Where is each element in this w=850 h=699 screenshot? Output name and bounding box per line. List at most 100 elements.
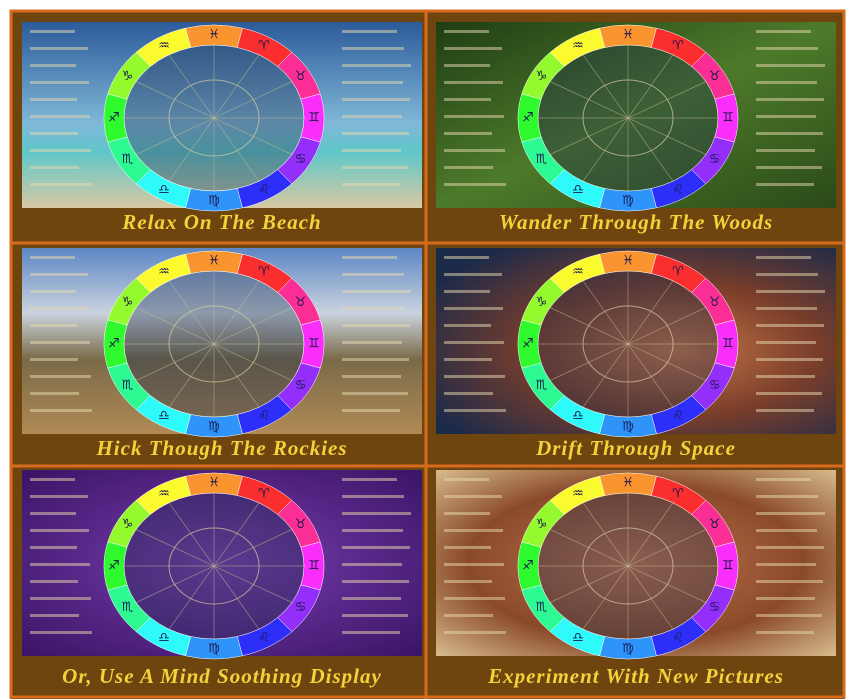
zodiac-glyph: ♑ [536, 295, 548, 310]
zodiac-glyph: ♊ [308, 111, 320, 126]
frame-border [9, 9, 846, 699]
info-line [30, 631, 92, 634]
zodiac-glyph: ♑ [122, 69, 134, 84]
info-line [30, 341, 90, 344]
zodiac-glyph: ♐ [108, 337, 120, 352]
zodiac-glyph: ♎ [158, 182, 170, 197]
panel: ♓ ♈ ♉ ♊ ♋ ♌ ♍ ♎ ♏ ♐ ♑ ♒ Hick Though The Rockies [22, 248, 422, 460]
info-line [756, 597, 815, 600]
zodiac-glyph: ♊ [722, 559, 734, 574]
info-line [756, 166, 822, 169]
info-line [30, 149, 91, 152]
wheel-spoke [582, 280, 674, 408]
zodiac-glyph: ♒ [158, 487, 170, 502]
info-line [30, 392, 79, 395]
info-line [444, 341, 504, 344]
info-line [756, 563, 816, 566]
zodiac-glyph: ♊ [722, 111, 734, 126]
info-line [756, 115, 816, 118]
zodiac-glyph: ♍ [208, 420, 220, 435]
wheel-spoke [582, 502, 674, 630]
zodiac-glyph: ♒ [158, 265, 170, 280]
info-line [444, 166, 493, 169]
info-line [342, 307, 403, 310]
zodiac-glyph: ♐ [522, 111, 534, 126]
info-line [30, 115, 90, 118]
info-line [444, 358, 492, 361]
zodiac-glyph: ♈ [258, 487, 270, 502]
info-line [756, 529, 817, 532]
zodiac-glyph: ♌ [258, 630, 270, 645]
panel: ♓ ♈ ♉ ♊ ♋ ♌ ♍ ♎ ♏ ♐ ♑ ♒ Experiment With New Pictures [436, 470, 836, 688]
zodiac-glyph: ♉ [295, 517, 307, 532]
info-line [342, 392, 408, 395]
zodiac-glyph: ♉ [709, 69, 721, 84]
panel-caption: Wander Through The Woods [499, 210, 773, 234]
info-line [444, 98, 491, 101]
info-line [756, 307, 817, 310]
info-line [444, 495, 502, 498]
zodiac-glyph: ♋ [295, 152, 307, 167]
info-line [444, 149, 505, 152]
info-line [342, 290, 411, 293]
zodiac-glyph: ♍ [208, 642, 220, 657]
info-line [444, 563, 504, 566]
panel: ♓ ♈ ♉ ♊ ♋ ♌ ♍ ♎ ♏ ♐ ♑ ♒ Or, Use A Mind Soothing Disp… [22, 470, 422, 688]
info-line [30, 358, 78, 361]
info-line [444, 580, 492, 583]
info-line [756, 341, 816, 344]
info-line [444, 290, 490, 293]
info-line [342, 256, 397, 259]
zodiac-glyph: ♉ [295, 69, 307, 84]
panel-caption: Or, Use A Mind Soothing Display [62, 664, 382, 688]
info-line [30, 495, 88, 498]
info-line [342, 30, 397, 33]
info-line [444, 392, 493, 395]
info-line [30, 98, 77, 101]
info-line [342, 166, 408, 169]
wheel-segment [135, 475, 192, 515]
zodiac-glyph: ♏ [122, 152, 134, 167]
zodiac-glyph: ♓ [208, 28, 220, 43]
info-line [30, 563, 90, 566]
info-line [30, 512, 76, 515]
zodiac-glyph: ♑ [536, 69, 548, 84]
zodiac-glyph: ♓ [622, 476, 634, 491]
wheel-segment [135, 27, 192, 67]
info-line [444, 81, 503, 84]
zodiac-glyph: ♓ [622, 254, 634, 269]
wheel-segment [549, 253, 606, 293]
info-line [756, 546, 824, 549]
info-line [342, 478, 397, 481]
zodiac-glyph: ♏ [536, 600, 548, 615]
panel: ♓ ♈ ♉ ♊ ♋ ♌ ♍ ♎ ♏ ♐ ♑ ♒ Relax On The Beach [22, 22, 422, 234]
panel: ♓ ♈ ♉ ♊ ♋ ♌ ♍ ♎ ♏ ♐ ♑ ♒ Drift Through Space [436, 248, 836, 460]
zodiac-glyph: ♍ [622, 194, 634, 209]
info-line [30, 81, 89, 84]
info-line [342, 631, 400, 634]
info-line [756, 478, 811, 481]
info-line [756, 256, 811, 259]
info-line [342, 546, 410, 549]
zodiac-glyph: ♈ [672, 265, 684, 280]
info-line [342, 580, 409, 583]
info-line [342, 132, 409, 135]
info-line [342, 115, 402, 118]
zodiac-glyph: ♌ [258, 182, 270, 197]
info-line [756, 631, 814, 634]
zodiac-glyph: ♏ [122, 378, 134, 393]
zodiac-glyph: ♋ [709, 378, 721, 393]
info-line [30, 256, 75, 259]
zodiac-glyph: ♊ [308, 337, 320, 352]
info-line [30, 614, 79, 617]
info-line [342, 597, 401, 600]
zodiac-glyph: ♎ [158, 408, 170, 423]
info-line [342, 563, 402, 566]
info-line [444, 546, 491, 549]
zodiac-glyph: ♑ [122, 517, 134, 532]
zodiac-glyph: ♊ [722, 337, 734, 352]
info-line [444, 183, 506, 186]
zodiac-glyph: ♋ [709, 152, 721, 167]
info-line [756, 614, 822, 617]
